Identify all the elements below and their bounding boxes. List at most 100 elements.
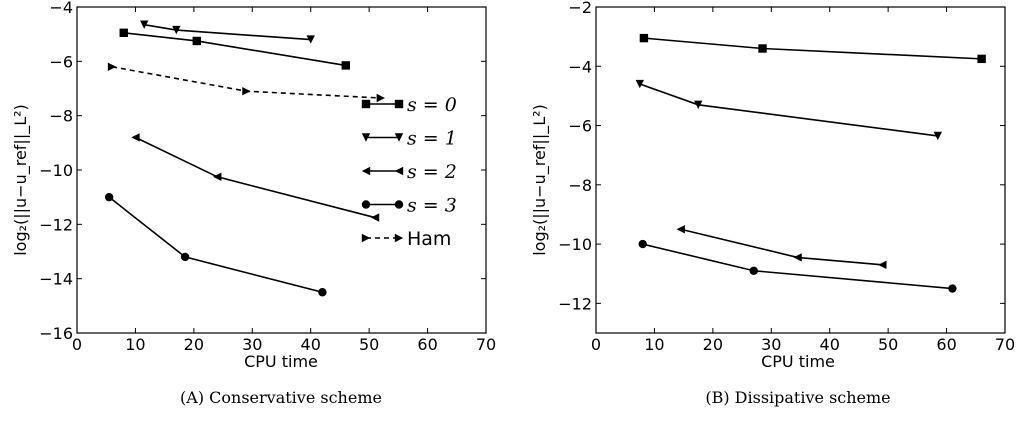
legend-marker bbox=[394, 99, 404, 109]
data-point bbox=[104, 192, 114, 202]
data-point bbox=[977, 54, 986, 64]
x-axis-label: CPU time bbox=[244, 352, 318, 371]
legend-item: s = 2 bbox=[361, 161, 457, 183]
x-tick-label: 70 bbox=[476, 335, 496, 354]
x-tick-label: 10 bbox=[644, 335, 664, 354]
x-tick-label: 10 bbox=[125, 335, 145, 354]
y-tick-label: −8 bbox=[49, 107, 73, 126]
x-tick-label: 50 bbox=[878, 335, 898, 354]
series-1 bbox=[139, 20, 315, 44]
data-point bbox=[878, 260, 887, 270]
data-point bbox=[180, 252, 190, 262]
legend-marker bbox=[361, 133, 371, 142]
series-line bbox=[135, 136, 376, 219]
legend-item: s = 0 bbox=[361, 94, 457, 116]
legend-marker bbox=[361, 166, 371, 176]
y-tick-label: −12 bbox=[39, 215, 73, 234]
legend-item: s = 3 bbox=[361, 195, 457, 217]
data-point bbox=[376, 93, 386, 103]
panel-conservative: 0 10 20 30 40 50 60 70 −4 −6 −8 −10 −12 −14 −16 CPU ti… bbox=[11, 0, 496, 407]
x-tick-label: 0 bbox=[591, 335, 601, 354]
data-point bbox=[139, 20, 149, 29]
legend-marker bbox=[394, 133, 404, 142]
series-line bbox=[642, 243, 953, 290]
x-tick-label: 30 bbox=[761, 335, 781, 354]
plot-frame bbox=[595, 6, 1006, 334]
panel-dissipative: 0 10 20 30 40 50 60 70 −2 −4 −6 −8 −10 −12 CPU time l… bbox=[530, 0, 1015, 407]
y-tick-label: −14 bbox=[39, 270, 73, 289]
data-point bbox=[192, 36, 201, 46]
x-tick-label: 30 bbox=[242, 335, 262, 354]
caption-a: (A) Conservative scheme bbox=[180, 388, 382, 407]
series-0 bbox=[639, 33, 986, 64]
legend-item: s = 1 bbox=[361, 128, 457, 150]
x-tick-label: 70 bbox=[995, 335, 1015, 354]
data-point bbox=[341, 61, 350, 70]
data-point bbox=[370, 213, 380, 222]
legend-label: s = 1 bbox=[407, 128, 457, 150]
data-point bbox=[933, 131, 943, 141]
data-point bbox=[213, 172, 222, 181]
data-point bbox=[107, 62, 117, 71]
y-tick-label: −10 bbox=[39, 161, 73, 180]
legend-marker bbox=[394, 166, 404, 176]
series-3 bbox=[104, 192, 327, 297]
y-tick-label: −6 bbox=[568, 117, 592, 136]
x-tick-label: 50 bbox=[359, 335, 379, 354]
data-point bbox=[318, 288, 327, 297]
data-point bbox=[306, 35, 315, 44]
data-point bbox=[676, 225, 685, 234]
series-0 bbox=[119, 28, 350, 70]
y-tick-label: −10 bbox=[558, 235, 592, 254]
data-point bbox=[638, 239, 647, 249]
series-line bbox=[111, 65, 381, 99]
data-point bbox=[758, 44, 767, 53]
x-tick-label: 60 bbox=[417, 335, 437, 354]
x-tick-label: 60 bbox=[936, 335, 956, 354]
data-point bbox=[242, 87, 251, 96]
series-4 bbox=[107, 62, 386, 103]
data-point bbox=[694, 100, 703, 109]
legend-label: s = 3 bbox=[407, 195, 457, 217]
legend-marker bbox=[394, 233, 404, 243]
y-axis-label: log₂(||u−u_ref||_L²) bbox=[530, 104, 550, 256]
legend-marker bbox=[361, 233, 371, 243]
legend-item: Ham bbox=[361, 228, 451, 250]
data-point bbox=[635, 79, 645, 89]
legend-label: s = 2 bbox=[407, 161, 457, 183]
series-1 bbox=[635, 79, 943, 141]
x-axis-label: CPU time bbox=[761, 352, 835, 371]
data-point bbox=[131, 133, 140, 142]
x-tick-label: 0 bbox=[72, 335, 82, 354]
y-tick-label: −4 bbox=[568, 57, 592, 76]
y-tick-label: −4 bbox=[49, 0, 73, 17]
data-point bbox=[948, 284, 957, 293]
plot-area-conservative: 0 10 20 30 40 50 60 70 −4 −6 −8 −10 −12 −14 −16 bbox=[39, 0, 496, 354]
legend-label: Ham bbox=[407, 228, 451, 250]
y-tick-label: −12 bbox=[558, 294, 592, 313]
series-line bbox=[108, 196, 323, 294]
data-point bbox=[749, 266, 758, 275]
caption-b: (B) Dissipative scheme bbox=[705, 388, 890, 407]
y-tick-label: −6 bbox=[49, 52, 73, 71]
legend-marker bbox=[361, 99, 371, 109]
x-tick-label: 40 bbox=[820, 335, 840, 354]
x-tick-label: 20 bbox=[703, 335, 723, 354]
series-line bbox=[643, 37, 982, 60]
y-tick-label: −8 bbox=[568, 176, 592, 195]
y-axis-label: log₂(||u−u_ref||_L²) bbox=[11, 104, 31, 256]
x-tick-label: 40 bbox=[301, 335, 321, 354]
data-point bbox=[119, 28, 128, 38]
series-2 bbox=[131, 133, 380, 222]
y-tick-label: −16 bbox=[39, 324, 73, 343]
data-point bbox=[172, 25, 181, 35]
y-tick-label: −2 bbox=[568, 0, 592, 17]
series-3 bbox=[638, 239, 957, 293]
plot-area-dissipative: 0 10 20 30 40 50 60 70 −2 −4 −6 −8 −10 −12 bbox=[558, 0, 1015, 354]
data-point bbox=[793, 253, 802, 262]
x-tick-label: 20 bbox=[184, 335, 204, 354]
series-line bbox=[680, 228, 883, 266]
series-line bbox=[639, 83, 938, 137]
legend-marker bbox=[394, 200, 404, 209]
